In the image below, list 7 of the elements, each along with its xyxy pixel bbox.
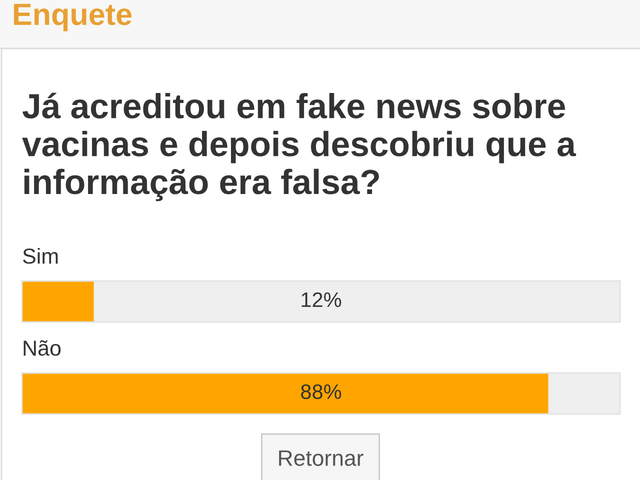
- data-label: 12%: [302, 292, 342, 308]
- y-tick-label: Não: [24, 340, 61, 356]
- y-tick-label: Sim: [22, 248, 58, 264]
- text: Retornar: [279, 450, 364, 466]
- chart-subtitle: Já acreditou em fake news sobre vacinas e depois descobriu que a informação era falsa?: [22, 92, 576, 202]
- data-label: 88%: [301, 384, 342, 400]
- chart-title: Enquete: [14, 4, 132, 32]
